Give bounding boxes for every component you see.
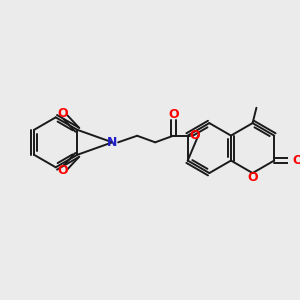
Text: N: N bbox=[107, 136, 118, 149]
Text: O: O bbox=[247, 171, 258, 184]
Text: O: O bbox=[57, 164, 68, 177]
Text: O: O bbox=[168, 108, 178, 121]
Text: O: O bbox=[57, 107, 68, 120]
Text: O: O bbox=[189, 129, 200, 142]
Text: O: O bbox=[292, 154, 300, 167]
